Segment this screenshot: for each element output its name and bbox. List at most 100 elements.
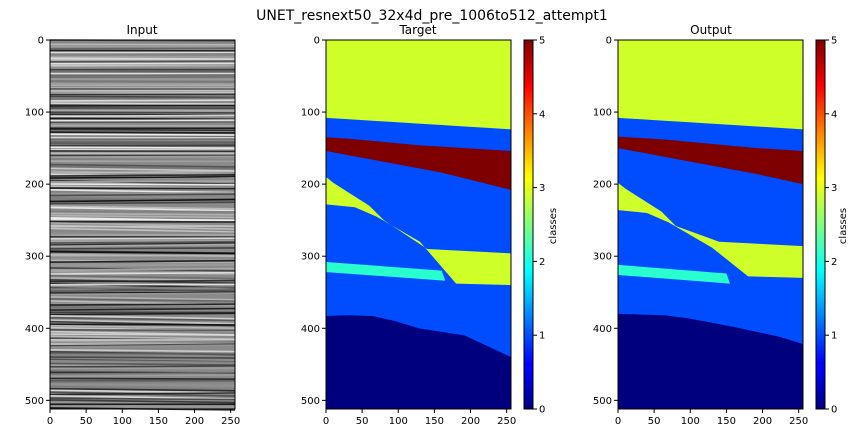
seismic-reflector: [49, 259, 236, 263]
seismic-reflector: [49, 319, 236, 325]
seismic-reflector: [49, 343, 236, 347]
panel-input: Input 0 50 100 150 200 250 0 100 200 300 400 500: [25, 23, 240, 427]
seismic-reflector: [49, 97, 236, 100]
seismic-reflector: [49, 323, 236, 326]
seismic-reflector: [49, 397, 236, 401]
y-tick-label: 300: [25, 252, 44, 263]
seismic-reflector: [49, 296, 236, 301]
seismic-reflector: [49, 201, 236, 205]
seismic-reflector: [49, 298, 236, 302]
y-tick-label: 400: [593, 324, 612, 335]
seismic-reflector: [49, 128, 236, 132]
seismic-reflector: [49, 352, 236, 355]
seismic-reflector: [49, 279, 236, 283]
seismic-reflector: [49, 380, 236, 383]
output-segmentation: [618, 40, 803, 409]
class-0-region: [618, 313, 803, 409]
seismic-reflector: [49, 271, 236, 275]
colorbar-tick-label: 2: [539, 257, 545, 268]
colorbar-tick-label: 0: [539, 405, 545, 416]
seismic-reflector: [49, 95, 236, 99]
seismic-reflector: [49, 383, 236, 387]
x-tick-label: 200: [753, 416, 772, 427]
y-tick-label: 400: [25, 324, 44, 335]
seismic-reflector: [49, 163, 236, 168]
output-colorbar-ticks: 0 1 2 3 4 5: [825, 36, 837, 416]
x-tick-label: 50: [356, 416, 369, 427]
colorbar-tick-label: 2: [831, 257, 837, 268]
target-colorbar-label: classes: [548, 208, 559, 244]
seismic-reflector: [49, 192, 236, 195]
seismic-reflector: [49, 389, 236, 394]
seismic-reflector: [49, 131, 236, 134]
x-tick-label: 100: [389, 416, 408, 427]
seismic-reflector: [49, 362, 236, 366]
colorbar-tick-label: 3: [539, 183, 545, 194]
seismic-reflector: [49, 74, 236, 77]
input-axis-ticks: 0 50 100 150 200 250 0 100 200 300 400 500: [25, 36, 240, 428]
seismic-reflector: [49, 99, 236, 102]
x-tick-label: 150: [149, 416, 168, 427]
colorbar-tick-label: 5: [539, 36, 545, 47]
seismic-reflector: [49, 80, 236, 83]
target-colorbar-ticks: 0 1 2 3 4 5: [533, 36, 545, 416]
panel-target-title: Target: [398, 23, 436, 37]
seismic-reflector: [49, 170, 236, 175]
seismic-reflector: [49, 335, 236, 340]
x-tick-label: 0: [615, 416, 621, 427]
seismic-reflector: [49, 206, 236, 212]
y-tick-label: 300: [301, 252, 320, 263]
colorbar-tick-label: 3: [831, 183, 837, 194]
class-3-top-region: [618, 40, 803, 130]
seismic-reflector: [49, 43, 236, 46]
x-tick-label: 150: [717, 416, 736, 427]
x-tick-label: 100: [113, 416, 132, 427]
class-2-region: [326, 261, 446, 281]
seismic-reflector: [49, 167, 236, 172]
seismic-reflector: [49, 237, 236, 240]
seismic-reflector: [49, 174, 236, 177]
seismic-reflector: [49, 348, 236, 353]
seismic-reflector: [49, 183, 236, 186]
class-0-region: [326, 315, 511, 409]
class-2-region: [618, 264, 731, 284]
seismic-reflector: [49, 119, 236, 122]
class-5-region: [326, 137, 511, 190]
seismic-reflector: [49, 344, 236, 348]
seismic-reflector: [49, 117, 236, 121]
y-tick-label: 400: [301, 324, 320, 335]
seismic-reflector: [49, 405, 236, 408]
seismic-reflector: [49, 214, 236, 219]
seismic-reflector: [49, 104, 236, 107]
seismic-reflector: [49, 314, 236, 320]
seismic-reflector: [49, 333, 236, 336]
target-axis-ticks: 0 50 100 150 200 250 0 100 200 300 400 500: [301, 36, 516, 428]
seismic-reflector: [49, 175, 236, 179]
seismic-reflector: [49, 247, 236, 250]
x-tick-label: 100: [681, 416, 700, 427]
seismic-reflector: [49, 292, 236, 296]
seismic-reflector: [49, 47, 236, 50]
seismic-reflector: [49, 274, 236, 280]
seismic-reflector: [49, 198, 236, 203]
colorbar-tick-label: 4: [539, 109, 545, 120]
seismic-reflector: [49, 180, 236, 183]
seismic-reflector: [49, 225, 236, 228]
seismic-reflector: [49, 60, 236, 63]
seismic-reflector: [49, 122, 236, 125]
colorbar-tick-label: 4: [831, 109, 837, 120]
seismic-reflector: [49, 356, 236, 359]
seismic-reflector: [49, 243, 236, 248]
seismic-reflector: [49, 165, 236, 170]
seismic-reflector: [49, 394, 236, 400]
seismic-image: [49, 39, 236, 411]
x-tick-label: 50: [648, 416, 661, 427]
seismic-reflector: [49, 111, 236, 114]
seismic-reflector: [49, 316, 236, 322]
y-tick-label: 500: [593, 396, 612, 407]
y-tick-label: 0: [606, 36, 612, 47]
target-colorbar: 0 1 2 3 4 5 classes: [523, 36, 559, 416]
x-tick-label: 0: [323, 416, 329, 427]
